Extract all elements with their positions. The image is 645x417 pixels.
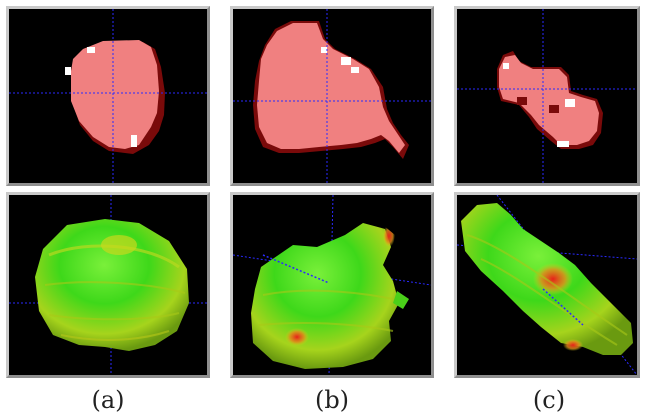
surface-view-c	[454, 192, 640, 378]
caption-c: (c)	[532, 386, 566, 414]
slice-view-c-canvas	[457, 9, 637, 183]
surface-view-b-canvas	[233, 195, 431, 375]
caption-a: (a)	[91, 386, 125, 414]
caption-b: (b)	[314, 386, 350, 414]
surface-view-b	[230, 192, 434, 378]
slice-view-b-canvas	[233, 9, 431, 183]
slice-view-a-canvas	[9, 9, 207, 183]
surface-view-a	[6, 192, 210, 378]
slice-view-a	[6, 6, 210, 186]
slice-view-b	[230, 6, 434, 186]
surface-view-a-canvas	[9, 195, 207, 375]
surface-view-c-canvas	[457, 195, 637, 375]
slice-view-c	[454, 6, 640, 186]
